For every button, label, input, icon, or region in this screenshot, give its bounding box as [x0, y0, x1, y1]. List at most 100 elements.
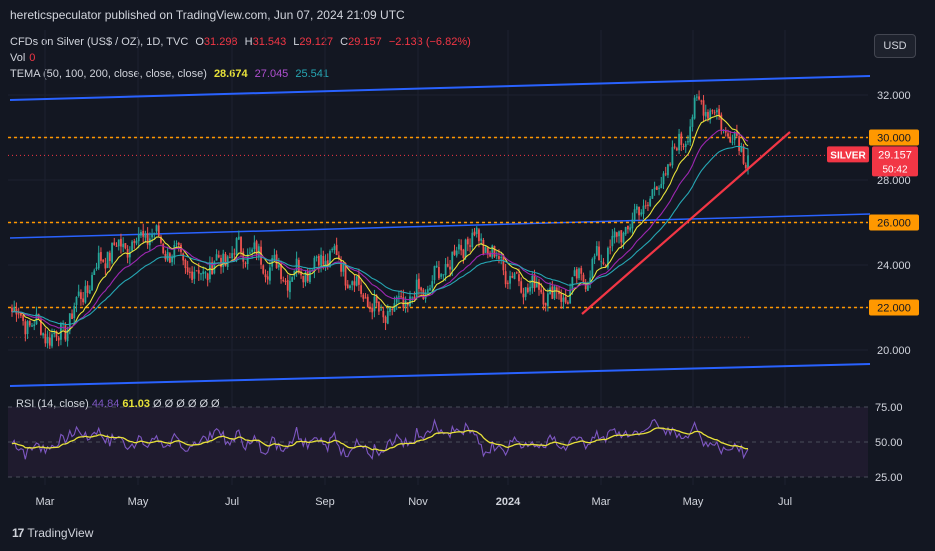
time-axis-tick: 2024 [496, 496, 521, 508]
currency-button[interactable]: USD [874, 34, 916, 58]
candle-body [602, 262, 605, 264]
candle-body [24, 321, 27, 335]
candle-body [609, 246, 612, 248]
time-axis-tick: Nov [408, 496, 428, 508]
trend-line [581, 131, 791, 315]
candle-body [640, 212, 643, 215]
tradingview-mark-icon: 17 [12, 526, 24, 540]
symbol-name[interactable]: CFDs on Silver (US$ / OZ), 1D, TVC [10, 36, 189, 48]
candle-body [526, 287, 529, 293]
candle-body [100, 252, 102, 261]
candle-body [195, 270, 198, 272]
candle-body [411, 297, 414, 299]
candle-body [273, 254, 276, 260]
candle-body [75, 296, 78, 305]
candle-body [689, 126, 692, 143]
candle-body [333, 246, 336, 251]
candle-body [191, 271, 194, 281]
candle-body [142, 231, 145, 237]
level-tag [869, 129, 919, 146]
rsi-value-2: 61.03 [122, 398, 150, 410]
tema-100-line [11, 129, 749, 329]
candle-body [289, 280, 291, 293]
candle-body [695, 96, 698, 98]
candle-body [113, 242, 116, 245]
candle-body [355, 276, 358, 286]
candle-body [362, 294, 365, 299]
candle-body [518, 274, 520, 282]
candle-body [233, 253, 236, 255]
candle-body [531, 275, 534, 289]
level-label: 30.000 [877, 133, 911, 145]
candle-body [11, 307, 13, 312]
publisher-header: hereticspeculator published on TradingVi… [10, 8, 405, 22]
rsi-value-1: 44.84 [91, 398, 120, 410]
candle-body [511, 276, 514, 278]
candle-body [551, 286, 554, 299]
rsi-label: RSI (14, close) [16, 398, 89, 410]
candle-body [582, 274, 585, 284]
candle-body [186, 267, 189, 273]
symbol-tag-label: SILVER [830, 150, 866, 161]
candle-body [106, 251, 109, 268]
candle-body [413, 296, 416, 300]
candle-body [146, 233, 149, 245]
candle-body [429, 287, 431, 291]
price-axis: 32.000 28.000 24.000 20.000 SILVER 29.157 50:4… [827, 90, 918, 357]
candle-body [482, 239, 485, 254]
candle-body [398, 296, 400, 298]
candle-body [604, 265, 607, 267]
candle-body [266, 276, 269, 280]
candle-body [433, 266, 436, 281]
tema-legend: TEMA (50, 100, 200, close, close, close)… [10, 68, 333, 80]
candle-body [475, 227, 478, 234]
candle-body [262, 265, 265, 274]
candle-body [80, 292, 82, 300]
candle-body [633, 209, 636, 220]
upper-channel-line [9, 75, 871, 101]
time-axis-tick: May [683, 496, 704, 508]
candle-body [91, 275, 93, 291]
candle-body [458, 244, 460, 250]
candle-body [55, 331, 58, 338]
candle-body [658, 187, 660, 189]
candle-body [535, 282, 538, 288]
candle-body [344, 262, 347, 286]
candle-body [573, 270, 576, 277]
candle-body [506, 282, 509, 284]
tema-value-1: 28.674 [213, 68, 248, 80]
rsi-line [11, 418, 749, 461]
candle-body [631, 219, 634, 229]
candle-body [391, 309, 394, 311]
candle-body [418, 278, 420, 289]
candle-body [264, 274, 267, 278]
candle-body [304, 272, 307, 283]
candle-body [724, 129, 727, 133]
candle-body [571, 277, 574, 291]
candle-body [680, 133, 683, 145]
rsi-axis-tick: 75.00 [875, 402, 903, 414]
candle-body [504, 271, 507, 285]
candle-body [386, 311, 389, 324]
candle-body [240, 236, 242, 252]
candle-body [446, 263, 449, 267]
candle-body [682, 146, 685, 148]
candle-body [453, 250, 456, 255]
candle-body [593, 255, 596, 260]
candle-body [326, 260, 329, 268]
candle-body [320, 254, 322, 266]
candle-body [44, 333, 47, 344]
tema-200-line [11, 145, 749, 326]
candle-body [642, 205, 645, 214]
candle-body [480, 238, 483, 241]
horizontal-levels: 30.000 26.000 22.000 [8, 129, 919, 338]
candle-body [237, 236, 240, 240]
candle-body [409, 296, 411, 307]
candle-body [473, 231, 476, 236]
candle-body [613, 231, 616, 238]
candle-body [95, 267, 98, 269]
candle-body [540, 289, 543, 293]
candle-body [182, 253, 185, 261]
candle-body [357, 275, 360, 285]
